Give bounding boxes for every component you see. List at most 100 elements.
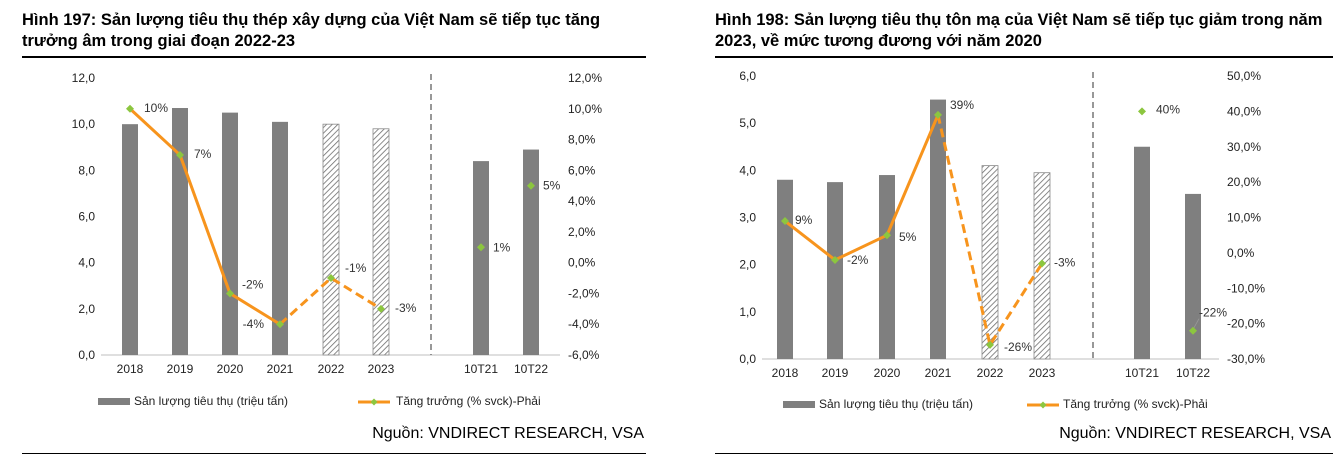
legend-swatch-marker	[1039, 401, 1047, 409]
growth-point	[327, 274, 335, 283]
y2-tick-label: 30,0%	[1227, 140, 1261, 154]
y-tick-label: 2,0	[739, 258, 756, 272]
data-label: 40%	[1156, 102, 1180, 116]
y-tick-label: 4,0	[78, 256, 95, 270]
data-label: 9%	[795, 213, 813, 227]
label-leader	[1193, 318, 1200, 328]
y-tick-label: 10,0	[72, 117, 96, 131]
x-tick-label: 2022	[977, 366, 1004, 380]
bar	[879, 175, 895, 359]
growth-point	[477, 243, 485, 252]
legend-swatch-bar	[98, 398, 130, 405]
legend-label: Sản lượng tiêu thụ (triệu tấn)	[134, 394, 288, 408]
growth-point	[176, 150, 184, 159]
chart-steel: 0,0 2,0 4,0 6,0 8,0 10,0 12,0 -6,0% -4,0% -2,0% 0,…	[72, 71, 603, 408]
y2-tick-label: 10,0%	[568, 102, 602, 116]
y2-tick-label: 12,0%	[568, 71, 602, 85]
bar	[981, 165, 999, 360]
growth-point	[1189, 326, 1197, 335]
y-tick-label: 6,0	[739, 69, 756, 83]
chart-title: Hình 198: Sản lượng tiêu thụ tôn mạ của …	[715, 11, 1323, 50]
x-tick-label: 10T21	[464, 362, 498, 376]
data-label: -3%	[395, 301, 417, 315]
x-tick-label: 2021	[267, 362, 294, 376]
y-tick-label: 12,0	[72, 71, 96, 85]
bar	[1185, 193, 1201, 359]
legend-label: Tăng trưởng (% svck)-Phải	[396, 394, 541, 408]
chart-panel-galvanized: Hình 198: Sản lượng tiêu thụ tôn mạ của …	[693, 0, 1335, 456]
bar	[473, 161, 489, 355]
data-label: 10%	[144, 101, 168, 115]
bar	[1134, 146, 1150, 359]
bar	[272, 121, 288, 355]
legend-label: Sản lượng tiêu thụ (triệu tấn)	[819, 397, 973, 411]
y2-tick-label: 6,0%	[568, 163, 596, 177]
x-tick-label: 10T22	[1176, 366, 1210, 380]
growth-point	[276, 320, 284, 329]
y-tick-label: 5,0	[739, 116, 756, 130]
bar	[222, 112, 238, 355]
x-tick-label: 2018	[772, 366, 799, 380]
data-label: -2%	[847, 253, 869, 267]
bar	[172, 108, 188, 355]
x-tick-label: 2022	[318, 362, 345, 376]
growth-point	[1138, 107, 1146, 116]
growth-line-actual	[128, 107, 281, 326]
growth-point	[831, 255, 839, 264]
growth-line-forecast	[278, 276, 382, 326]
y-tick-label: 0,0	[78, 348, 95, 362]
growth-point	[986, 340, 994, 349]
y2-tick-label: 0,0%	[1227, 246, 1255, 260]
y2-tick-label: -30,0%	[1227, 352, 1265, 366]
y2-tick-label: 8,0%	[568, 133, 596, 147]
growth-line-forecast	[936, 114, 1044, 349]
y-tick-label: 0,0	[739, 352, 756, 366]
bar	[372, 128, 390, 356]
y2-tick-label: 4,0%	[568, 194, 596, 208]
x-tick-label: 2023	[1029, 366, 1056, 380]
y2-tick-label: -2,0%	[568, 286, 600, 300]
legend-swatch-marker	[370, 398, 378, 406]
x-tick-label: 2019	[167, 362, 194, 376]
chart-panel-steel: Hình 197: Sản lượng tiêu thụ thép xây dự…	[0, 0, 648, 456]
y-tick-label: 2,0	[78, 302, 95, 316]
y2-tick-label: -20,0%	[1227, 317, 1265, 331]
data-label: -22%	[1199, 306, 1227, 320]
data-label: 7%	[194, 147, 212, 161]
y-tick-label: 3,0	[739, 211, 756, 225]
y2-tick-label: 50,0%	[1227, 69, 1261, 83]
data-label: 5%	[899, 230, 917, 244]
growth-point	[1038, 259, 1046, 268]
y-tick-label: 8,0	[78, 163, 95, 177]
data-label: 1%	[493, 240, 511, 254]
growth-point	[934, 110, 942, 119]
data-label: -4%	[243, 317, 265, 331]
y2-tick-label: -10,0%	[1227, 281, 1265, 295]
legend-swatch-bar	[783, 401, 815, 408]
bar	[827, 182, 843, 359]
x-tick-label: 10T21	[1125, 366, 1159, 380]
y2-tick-label: -4,0%	[568, 317, 600, 331]
bar	[122, 124, 138, 356]
x-tick-label: 2018	[117, 362, 144, 376]
chart-galvanized: 0,0 1,0 2,0 3,0 4,0 5,0 6,0 -30,0% -20,0% -10,0% 0…	[739, 69, 1265, 411]
growth-point	[226, 289, 234, 298]
data-label: 39%	[950, 98, 974, 112]
growth-point	[126, 104, 134, 113]
x-tick-label: 2019	[822, 366, 849, 380]
bar	[930, 99, 946, 360]
y2-tick-label: 2,0%	[568, 225, 596, 239]
data-label: -26%	[1004, 340, 1032, 354]
growth-point	[781, 217, 789, 226]
bar	[523, 149, 539, 355]
bar	[322, 123, 340, 356]
data-label: -1%	[345, 261, 367, 275]
data-label: 5%	[543, 179, 561, 193]
source-label: Nguồn: VNDIRECT RESEARCH, VSA	[1059, 425, 1331, 442]
growth-line-actual	[784, 114, 940, 262]
y2-tick-label: 40,0%	[1227, 104, 1261, 118]
y-tick-label: 1,0	[739, 305, 756, 319]
bar	[777, 179, 793, 359]
y2-tick-label: 20,0%	[1227, 175, 1261, 189]
growth-point	[883, 231, 891, 240]
